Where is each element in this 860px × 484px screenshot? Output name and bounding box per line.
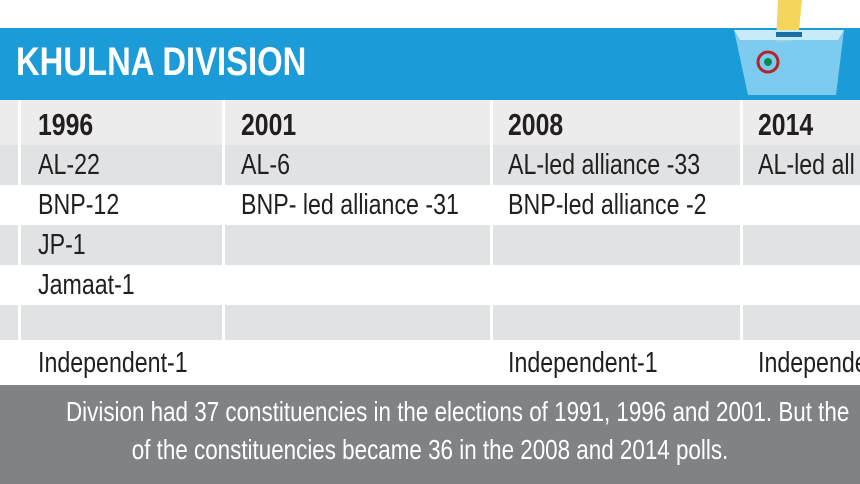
column-header: 2014 (758, 107, 814, 142)
table-cell: Independent-1 (38, 346, 188, 379)
column-header: 1996 (38, 107, 94, 142)
table-cell: BNP-12 (38, 189, 120, 221)
footer-note: of the constituencies became 36 in the 2… (131, 434, 729, 465)
table-row (0, 100, 860, 145)
table-cell: AL-6 (241, 149, 291, 181)
table-row (0, 265, 860, 305)
column-divider (18, 100, 21, 385)
table-cell: JP-1 (38, 229, 86, 261)
table-row (0, 185, 860, 225)
table-cell: AL-led alliance -33 (508, 149, 701, 181)
title: KHULNA DIVISION (16, 40, 307, 84)
table-cell: AL-led all (758, 149, 855, 181)
table-cell: BNP-led alliance -2 (508, 189, 707, 221)
column-divider (490, 100, 493, 385)
column-divider (222, 100, 225, 385)
table-cell: Independen (758, 346, 860, 379)
table-cell: Jamaat-1 (38, 269, 135, 301)
table-row (0, 225, 860, 265)
table-cell: Independent-1 (508, 346, 658, 379)
table-row (0, 340, 860, 385)
column-header: 2001 (241, 107, 297, 142)
footer (0, 385, 860, 484)
table-cell: AL-22 (38, 149, 100, 181)
column-header: 2008 (508, 107, 564, 142)
column-divider (740, 100, 743, 385)
table-row (0, 305, 860, 340)
footer-note: Division had 37 constituencies in the el… (66, 396, 850, 427)
table-row (0, 145, 860, 185)
ballot-box-icon (734, 0, 844, 95)
table-cell: BNP- led alliance -31 (241, 189, 459, 221)
title-banner (0, 28, 860, 100)
